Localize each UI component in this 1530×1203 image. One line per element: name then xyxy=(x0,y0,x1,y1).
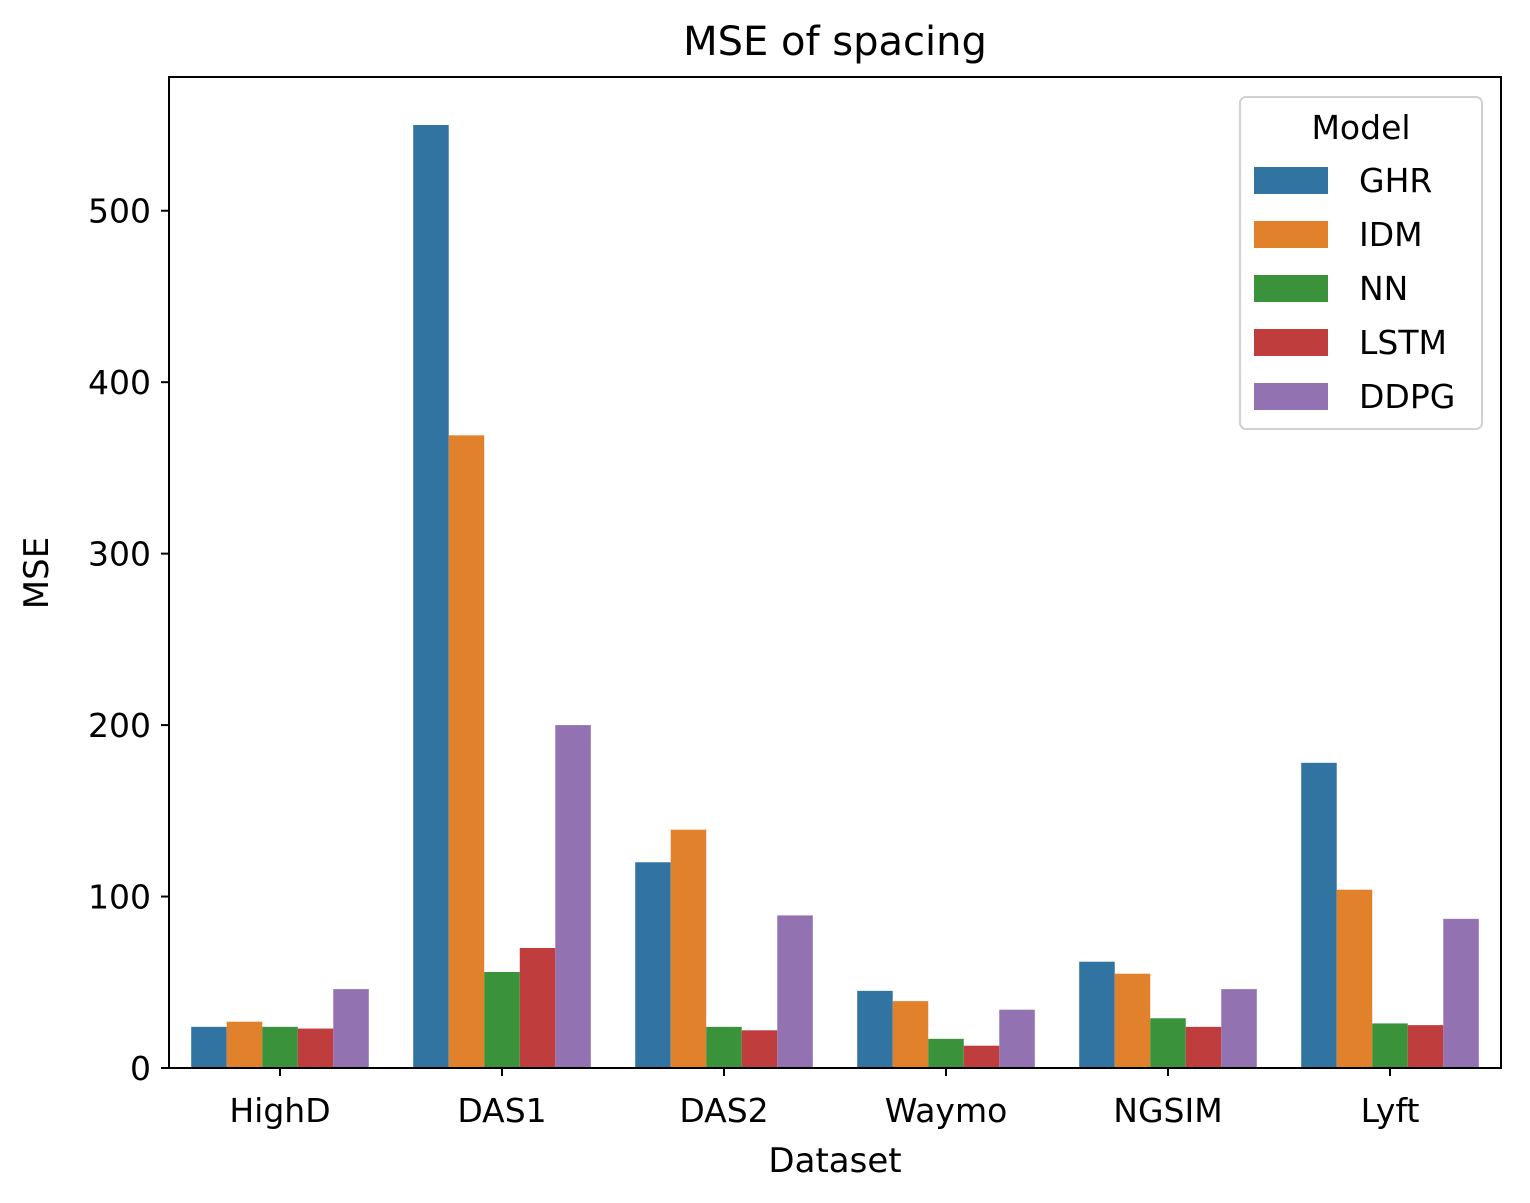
legend-swatch-idm xyxy=(1254,221,1328,248)
bar-nn-ngsim xyxy=(1150,1018,1186,1068)
bar-ddpg-das2 xyxy=(777,915,813,1068)
chart-title: MSE of spacing xyxy=(683,19,987,65)
bar-nn-highd xyxy=(262,1026,298,1068)
legend: Model GHR IDM NN LSTM DDPG xyxy=(1239,96,1483,430)
y-tick-label: 100 xyxy=(88,878,151,917)
bars-group xyxy=(191,125,1479,1069)
legend-label-ghr: GHR xyxy=(1359,161,1432,200)
bar-nn-lyft xyxy=(1372,1023,1408,1068)
bar-ghr-das2 xyxy=(635,862,671,1068)
y-tick-label: 0 xyxy=(130,1049,151,1088)
bar-idm-das2 xyxy=(670,829,707,1068)
legend-title: Model xyxy=(1311,108,1410,147)
bar-lstm-das1 xyxy=(519,947,556,1068)
x-tick-label: NGSIM xyxy=(1113,1091,1222,1130)
legend-swatch-lstm xyxy=(1254,329,1328,356)
bar-lstm-ngsim xyxy=(1185,1026,1222,1068)
bar-ddpg-highd xyxy=(333,989,369,1068)
bar-ghr-highd xyxy=(191,1026,227,1068)
legend-swatch-ddpg xyxy=(1254,383,1328,410)
bar-ghr-ngsim xyxy=(1079,961,1115,1068)
bar-idm-lyft xyxy=(1336,889,1373,1068)
legend-label-ddpg: DDPG xyxy=(1359,377,1455,416)
y-tick-label: 300 xyxy=(88,535,151,574)
legend-label-idm: IDM xyxy=(1359,215,1423,254)
x-tick-label: DAS1 xyxy=(457,1091,546,1130)
bar-lstm-highd xyxy=(297,1028,334,1068)
x-tick-label: DAS2 xyxy=(679,1091,768,1130)
bar-ghr-das1 xyxy=(413,125,449,1068)
x-tick-label: Waymo xyxy=(885,1091,1008,1130)
bar-nn-waymo xyxy=(928,1038,964,1068)
bar-nn-das2 xyxy=(706,1026,742,1068)
bar-ghr-waymo xyxy=(857,990,893,1068)
bar-lstm-waymo xyxy=(963,1045,1000,1068)
legend-swatch-ghr xyxy=(1254,167,1328,194)
x-tick-label: HighD xyxy=(229,1091,330,1130)
axes-group: HighD DAS1 DAS2 Waymo NGSIM Lyft 0 100 200 300 400… xyxy=(88,192,1419,1130)
bar-idm-highd xyxy=(226,1021,263,1068)
bar-lstm-das2 xyxy=(741,1030,778,1068)
legend-label-nn: NN xyxy=(1359,269,1408,308)
legend-label-lstm: LSTM xyxy=(1359,323,1447,362)
x-axis-label: Dataset xyxy=(768,1141,901,1181)
bar-idm-das1 xyxy=(448,435,485,1069)
y-tick-label: 200 xyxy=(88,706,151,745)
bar-nn-das1 xyxy=(484,971,520,1068)
bar-lstm-lyft xyxy=(1407,1025,1444,1068)
y-axis-label: MSE xyxy=(17,537,57,609)
bar-ghr-lyft xyxy=(1301,762,1337,1068)
y-tick-label: 400 xyxy=(88,363,151,402)
x-tick-label: Lyft xyxy=(1361,1091,1420,1130)
legend-swatch-nn xyxy=(1254,275,1328,302)
bar-ddpg-waymo xyxy=(999,1009,1035,1068)
plot-frame xyxy=(168,76,1502,1069)
bar-ddpg-ngsim xyxy=(1221,989,1257,1068)
bar-ddpg-das1 xyxy=(555,725,591,1068)
bar-idm-ngsim xyxy=(1114,973,1151,1068)
bar-idm-waymo xyxy=(892,1001,929,1068)
bar-ddpg-lyft xyxy=(1443,918,1479,1068)
y-tick-label: 500 xyxy=(88,192,151,231)
